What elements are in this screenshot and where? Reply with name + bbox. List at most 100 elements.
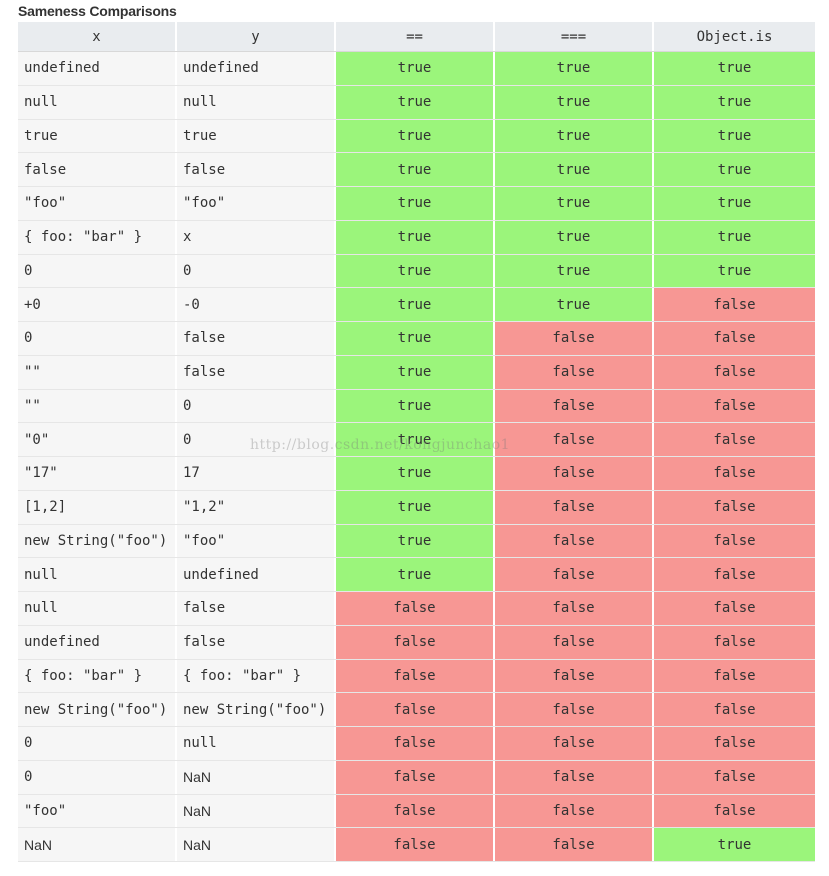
- column-header-strict-equality: ===: [495, 22, 654, 51]
- column-header-x: x: [18, 22, 177, 51]
- cell-y: "foo": [177, 524, 336, 558]
- cell-object-is: false: [654, 457, 815, 490]
- cell-object-is: true: [654, 187, 815, 220]
- cell-strict-equality: false: [495, 659, 654, 693]
- cell-object-is: false: [654, 490, 815, 524]
- cell-loose-equality: true: [336, 524, 495, 558]
- cell-strict-equality: true: [495, 187, 654, 220]
- cell-strict-equality: false: [495, 693, 654, 726]
- table-row: null undefined true false false: [18, 558, 815, 592]
- cell-strict-equality: false: [495, 760, 654, 794]
- cell-x: "": [18, 355, 177, 389]
- cell-object-is: false: [654, 693, 815, 726]
- cell-x: { foo: "bar" }: [18, 659, 177, 693]
- cell-x: 0: [18, 254, 177, 288]
- cell-loose-equality: true: [336, 457, 495, 490]
- cell-strict-equality: false: [495, 794, 654, 828]
- cell-y: 0: [177, 389, 336, 423]
- cell-object-is: false: [654, 389, 815, 423]
- cell-x: 0: [18, 727, 177, 760]
- cell-strict-equality: false: [495, 727, 654, 760]
- cell-object-is: true: [654, 119, 815, 153]
- cell-strict-equality: false: [495, 355, 654, 389]
- cell-y: null: [177, 85, 336, 119]
- cell-strict-equality: false: [495, 490, 654, 524]
- table-header-row: x y == === Object.is: [18, 22, 815, 52]
- cell-strict-equality: false: [495, 322, 654, 355]
- cell-strict-equality: true: [495, 254, 654, 288]
- cell-y: 0: [177, 423, 336, 456]
- cell-x: undefined: [18, 52, 177, 85]
- cell-loose-equality: false: [336, 727, 495, 760]
- table-row: "" false true false false: [18, 355, 815, 390]
- cell-object-is: false: [654, 760, 815, 794]
- cell-loose-equality: true: [336, 389, 495, 423]
- cell-y: null: [177, 727, 336, 760]
- cell-strict-equality: false: [495, 524, 654, 558]
- cell-y: undefined: [177, 558, 336, 591]
- cell-strict-equality: false: [495, 389, 654, 423]
- cell-strict-equality: true: [495, 52, 654, 85]
- cell-strict-equality: true: [495, 119, 654, 153]
- cell-loose-equality: false: [336, 760, 495, 794]
- cell-x: [1,2]: [18, 490, 177, 524]
- cell-x: "foo": [18, 187, 177, 220]
- cell-object-is: false: [654, 355, 815, 389]
- cell-strict-equality: false: [495, 592, 654, 625]
- cell-object-is: true: [654, 85, 815, 119]
- table-row: false false true true true: [18, 153, 815, 187]
- cell-strict-equality: false: [495, 625, 654, 659]
- cell-y: -0: [177, 288, 336, 321]
- cell-loose-equality: true: [336, 558, 495, 591]
- cell-object-is: false: [654, 558, 815, 591]
- table-row: 0 NaN false false false: [18, 760, 815, 795]
- column-header-loose-equality: ==: [336, 22, 495, 51]
- cell-y: false: [177, 592, 336, 625]
- cell-object-is: false: [654, 727, 815, 760]
- cell-y: { foo: "bar" }: [177, 659, 336, 693]
- cell-strict-equality: true: [495, 288, 654, 321]
- cell-object-is: false: [654, 659, 815, 693]
- cell-loose-equality: true: [336, 490, 495, 524]
- table-row: NaN NaN false false true: [18, 828, 815, 862]
- cell-x: true: [18, 119, 177, 153]
- cell-strict-equality: true: [495, 220, 654, 254]
- cell-object-is: true: [654, 828, 815, 861]
- cell-y: new String("foo"): [177, 693, 336, 726]
- cell-loose-equality: false: [336, 625, 495, 659]
- table-row: "foo" NaN false false false: [18, 794, 815, 829]
- cell-strict-equality: false: [495, 558, 654, 591]
- table-row: [1,2] "1,2" true false false: [18, 490, 815, 525]
- table-row: new String("foo") "foo" true false false: [18, 524, 815, 559]
- cell-y: false: [177, 355, 336, 389]
- cell-strict-equality: false: [495, 457, 654, 490]
- cell-loose-equality: true: [336, 254, 495, 288]
- cell-x: null: [18, 85, 177, 119]
- cell-object-is: false: [654, 625, 815, 659]
- table-body: undefined undefined true true true null null tr…: [18, 52, 815, 862]
- cell-y: false: [177, 322, 336, 355]
- cell-x: null: [18, 558, 177, 591]
- cell-y: 0: [177, 254, 336, 288]
- cell-loose-equality: true: [336, 153, 495, 186]
- table-row: null null true true true: [18, 85, 815, 120]
- cell-x: new String("foo"): [18, 524, 177, 558]
- cell-x: "foo": [18, 794, 177, 828]
- cell-x: 0: [18, 760, 177, 794]
- cell-loose-equality: false: [336, 659, 495, 693]
- cell-loose-equality: false: [336, 592, 495, 625]
- table-row: true true true true true: [18, 119, 815, 154]
- table-caption: Sameness Comparisons: [18, 3, 177, 19]
- table-row: { foo: "bar" }{ foo: "bar" } false false fa…: [18, 659, 815, 694]
- cell-loose-equality: true: [336, 423, 495, 456]
- cell-x: "": [18, 389, 177, 423]
- table-row: 0 null false false false: [18, 727, 815, 761]
- cell-strict-equality: true: [495, 85, 654, 119]
- cell-object-is: false: [654, 322, 815, 355]
- table-row: +0 -0 true true false: [18, 288, 815, 322]
- table-row: new String("foo") new String("foo") false f…: [18, 693, 815, 727]
- table-row: null false false false false: [18, 592, 815, 626]
- column-header-object-is: Object.is: [654, 22, 815, 51]
- cell-object-is: true: [654, 254, 815, 288]
- cell-strict-equality: false: [495, 828, 654, 861]
